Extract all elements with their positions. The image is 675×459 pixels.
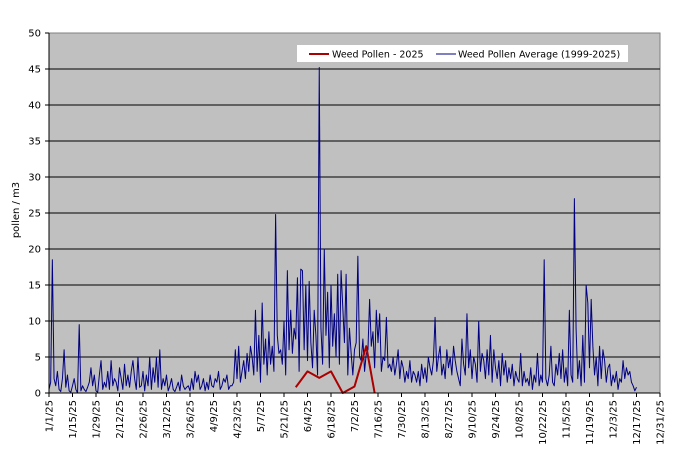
y-tick-label: 45 (28, 65, 41, 76)
x-tick-label: 12/17/25 (632, 400, 643, 445)
x-tick-label: 7/2/25 (350, 400, 361, 432)
x-tick-label: 2/26/25 (139, 400, 150, 439)
x-tick-label: 9/24/25 (491, 400, 502, 439)
y-tick-label: 35 (28, 137, 41, 148)
x-tick-label: 11/5/25 (562, 400, 573, 439)
x-tick-label: 4/9/25 (209, 400, 220, 432)
legend-box (297, 45, 628, 62)
y-tick-label: 15 (28, 281, 41, 292)
x-tick-label: 6/4/25 (303, 400, 314, 432)
legend-label-weed-2025: Weed Pollen - 2025 (332, 50, 424, 61)
y-tick-label: 25 (28, 209, 41, 220)
x-tick-label: 4/23/25 (233, 400, 244, 439)
x-tick-label: 9/10/25 (468, 400, 479, 439)
x-tick-label: 1/29/25 (92, 400, 103, 439)
y-tick-label: 50 (28, 29, 41, 40)
x-tick-label: 7/16/25 (374, 400, 385, 439)
x-tick-label: 3/26/25 (186, 400, 197, 439)
x-tick-label: 5/21/25 (280, 400, 291, 439)
x-tick-label: 10/22/25 (538, 400, 549, 445)
y-tick-label: 10 (28, 317, 41, 328)
x-tick-label: 12/3/25 (609, 400, 620, 439)
x-tick-label: 6/18/25 (327, 400, 338, 439)
gridlines (49, 68, 660, 358)
series-line-average (48, 67, 637, 394)
x-tick-label: 3/12/25 (162, 400, 173, 439)
y-axis-label: pollen / m3 (11, 182, 22, 238)
x-axis: 1/1/25 1/15/25 1/29/25 2/12/25 2/26/25 3/12/2… (45, 392, 667, 445)
x-tick-label: 12/31/25 (656, 400, 667, 445)
x-tick-label: 8/13/25 (421, 400, 432, 439)
series-line-weed-2025 (294, 345, 376, 394)
legend-label-average: Weed Pollen Average (1999-2025) (458, 50, 620, 61)
y-tick-label: 40 (28, 101, 41, 112)
x-tick-label: 8/27/25 (444, 400, 455, 439)
x-tick-label: 2/12/25 (115, 400, 126, 439)
series-layer (48, 67, 637, 394)
y-tick-label: 5 (35, 353, 41, 364)
x-tick-label: 1/15/25 (68, 400, 79, 439)
x-tick-label: 7/30/25 (397, 400, 408, 439)
y-tick-label: 0 (35, 389, 41, 400)
x-tick-label: 1/1/25 (45, 400, 56, 432)
x-tick-label: 5/7/25 (256, 400, 267, 432)
x-tick-label: 11/19/25 (585, 400, 596, 445)
x-tick-label: 10/8/25 (515, 400, 526, 439)
y-axis: 0 5 10 15 20 25 30 35 40 45 50 (28, 29, 50, 400)
y-tick-label: 30 (28, 173, 41, 184)
legend: Weed Pollen - 2025 Weed Pollen Average (… (297, 45, 628, 62)
y-tick-label: 20 (28, 245, 41, 256)
